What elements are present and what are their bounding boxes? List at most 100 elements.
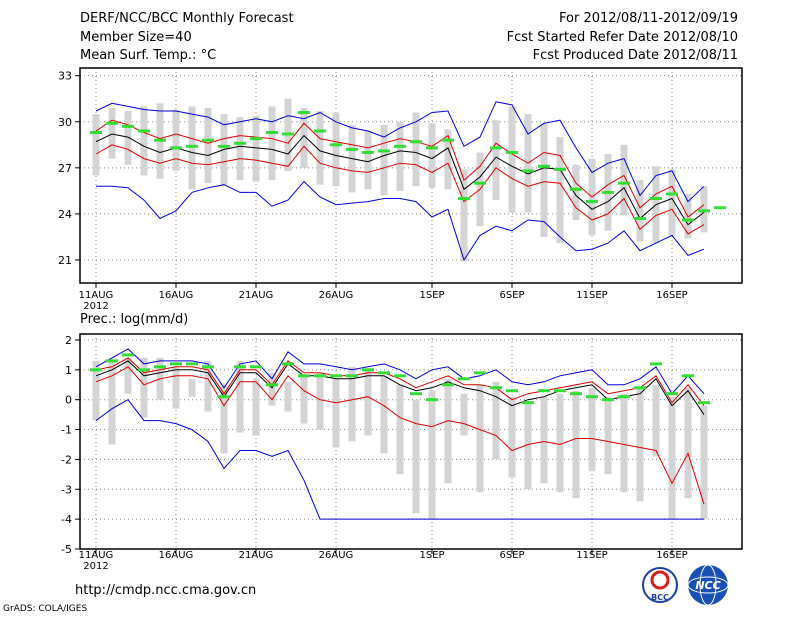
prec-observed-marker — [522, 401, 534, 405]
temp-observed-marker — [298, 111, 310, 115]
prec-observed-marker — [346, 374, 358, 378]
temp-observed-marker — [170, 146, 182, 150]
temp-box — [92, 114, 100, 176]
temp-observed-marker — [378, 149, 390, 153]
prec-observed-marker — [698, 401, 710, 405]
prec-box — [268, 372, 276, 406]
temp-box — [556, 137, 564, 244]
ncc-logo-text: NCC — [695, 579, 720, 592]
temp-observed-marker — [698, 209, 710, 213]
temp-line-min — [96, 180, 705, 262]
prec-line-max — [95, 348, 705, 395]
prec-observed-marker — [650, 362, 662, 366]
temp-observed-marker — [506, 150, 518, 154]
temp-year-label: 2012 — [83, 301, 108, 312]
prec-box — [588, 387, 596, 472]
temp-observed-marker — [330, 143, 342, 147]
temp-observed-marker — [554, 167, 566, 171]
prec-panel-title: Prec.: log(mm/d) — [80, 312, 188, 327]
prec-box — [620, 393, 628, 493]
prec-observed-marker — [602, 398, 614, 402]
temp-xtick-label: 11SEP — [576, 290, 607, 301]
prec-box — [220, 384, 228, 454]
temp-observed-marker — [202, 138, 214, 142]
prec-xtick-label: 11SEP — [576, 550, 607, 561]
temp-box — [332, 112, 340, 187]
prec-observed-marker — [154, 365, 166, 369]
prec-box — [300, 375, 308, 424]
temp-observed-marker — [410, 140, 422, 144]
prec-box — [460, 393, 468, 436]
source-url[interactable]: http://cmdp.ncc.cma.gov.cn — [75, 583, 257, 598]
prec-observed-marker — [442, 383, 454, 387]
prec-box — [652, 384, 660, 457]
temp-box — [188, 106, 196, 190]
temp-box — [636, 180, 644, 242]
prec-box — [540, 396, 548, 484]
temp-observed-marker — [474, 181, 486, 185]
temp-box — [268, 106, 276, 181]
prec-box — [700, 405, 708, 520]
ncc-logo-longitude — [699, 564, 717, 606]
temp-observed-marker — [650, 197, 662, 201]
prec-observed-marker — [362, 368, 374, 372]
temp-observed-marker — [602, 190, 614, 194]
prec-observed-marker — [282, 362, 294, 366]
prec-box — [604, 396, 612, 475]
prec-xtick-label: 21AUG — [239, 550, 274, 561]
temp-ytick-label: 27 — [58, 162, 72, 175]
prec-plot-frame — [79, 333, 743, 550]
prec-observed-marker — [170, 362, 182, 366]
prec-ytick-label: 1 — [65, 364, 72, 377]
prec-observed-marker — [394, 374, 406, 378]
prec-observed-marker — [570, 392, 582, 396]
temp-box — [700, 186, 708, 233]
temp-xtick-label: 1SEP — [419, 290, 444, 301]
temp-ytick-label: 24 — [58, 208, 72, 221]
prec-year-label: 2012 — [83, 561, 108, 572]
produced-date: Fcst Produced Date 2012/08/11 — [532, 48, 738, 63]
temp-ytick-label: 33 — [58, 70, 72, 83]
temp-observed-marker — [314, 129, 326, 133]
temp-observed-marker — [666, 192, 678, 196]
temp-observed-marker — [362, 150, 374, 154]
forecast-period: For 2012/08/11-2012/09/19 — [559, 11, 738, 26]
prec-box — [572, 390, 580, 499]
prec-ytick-label: -3 — [61, 483, 72, 496]
temp-box — [108, 107, 116, 159]
bcc-logo-text: BCC — [651, 593, 669, 602]
temp-observed-marker — [90, 131, 102, 134]
temp-observed-marker — [634, 217, 646, 220]
prec-box — [332, 378, 340, 448]
prec-observed-marker — [138, 368, 150, 372]
prec-observed-marker — [186, 362, 198, 366]
prec-ytick-label: -5 — [61, 543, 72, 556]
prec-box — [348, 366, 356, 442]
temp-xtick-label: 11AUG — [79, 290, 114, 301]
temp-observed-marker — [250, 137, 262, 141]
prec-box — [428, 390, 436, 520]
temp-observed-marker — [394, 144, 406, 148]
prec-observed-marker — [202, 365, 214, 369]
prec-line-mean — [95, 360, 705, 415]
temp-box — [380, 124, 388, 196]
prec-line-min — [95, 399, 704, 520]
prec-box — [524, 402, 532, 490]
temp-box — [300, 107, 308, 168]
temp-box — [460, 169, 468, 262]
prec-xtick-label: 16SEP — [656, 550, 687, 561]
variable-label: Mean Surf. Temp.: °C — [80, 48, 217, 63]
temp-xtick-label: 16SEP — [656, 290, 687, 301]
temp-observed-marker — [458, 197, 470, 201]
temp-observed-marker — [154, 138, 166, 142]
temp-box — [316, 111, 324, 185]
temp-observed-marker — [266, 131, 278, 134]
temp-observed-marker — [442, 138, 454, 142]
temp-observed-marker — [682, 218, 694, 222]
temp-box — [124, 111, 132, 165]
temp-observed-marker — [122, 124, 134, 128]
temp-observed-marker — [346, 147, 358, 151]
prec-box — [412, 399, 420, 514]
prec-box — [316, 372, 324, 430]
temp-observed-marker — [218, 144, 230, 148]
